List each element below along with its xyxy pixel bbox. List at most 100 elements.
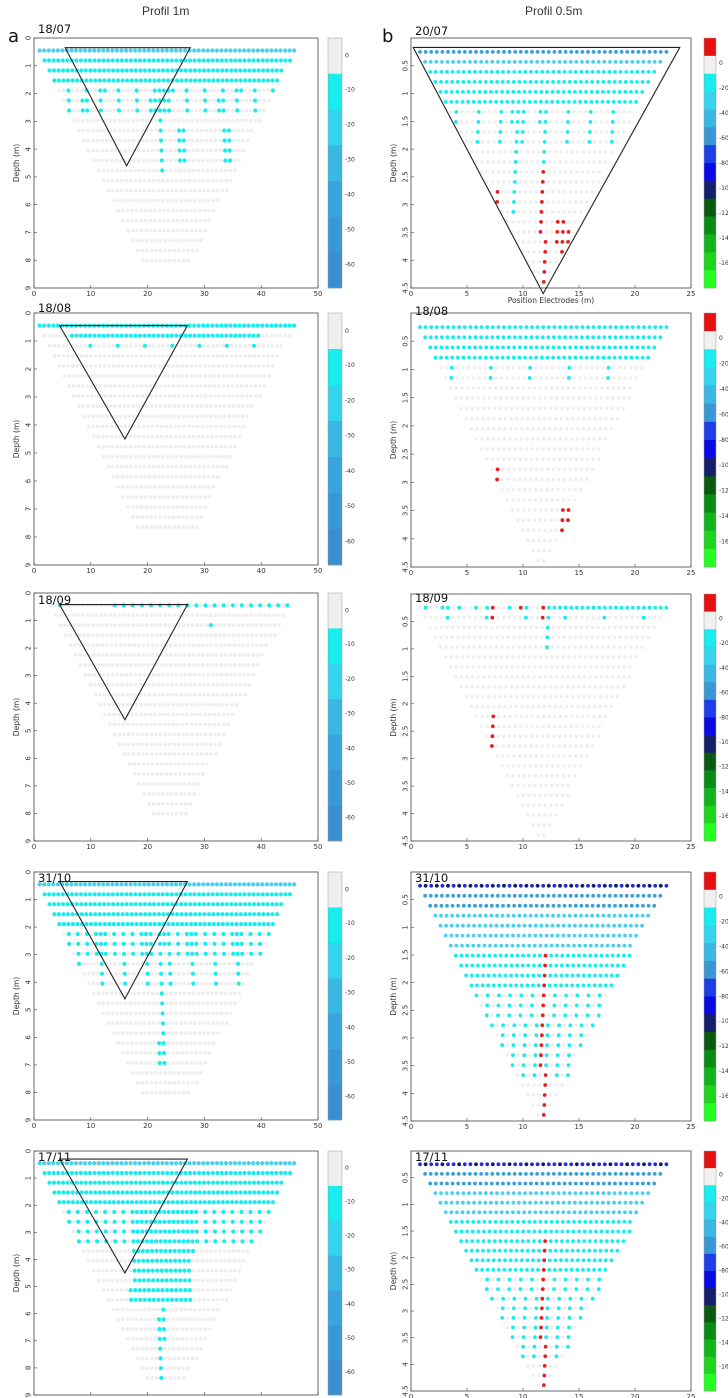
data-point: [105, 158, 110, 163]
data-point: [646, 70, 651, 74]
data-point: [199, 394, 204, 399]
data-point: [121, 1229, 127, 1234]
data-point: [124, 178, 129, 183]
data-point: [164, 991, 169, 996]
data-point: [165, 198, 170, 203]
data-point: [594, 396, 598, 400]
data-point: [243, 692, 248, 697]
data-point: [153, 712, 157, 717]
triangle-outline: [58, 881, 189, 1000]
data-point: [223, 148, 228, 153]
data-point: [222, 414, 227, 419]
data-point: [155, 434, 160, 439]
data-point: [113, 394, 117, 399]
data-point: [258, 951, 263, 956]
data-point: [274, 68, 279, 73]
data-point: [237, 1268, 241, 1273]
data-point: [186, 138, 191, 143]
data-point: [149, 961, 154, 966]
data-point: [221, 108, 226, 113]
data-point: [456, 70, 461, 74]
data-point: [79, 68, 84, 73]
data-point: [206, 1180, 211, 1185]
data-point: [183, 801, 188, 806]
data-point: [478, 355, 483, 360]
data-point: [117, 384, 121, 388]
data-point: [101, 1001, 105, 1006]
data-point: [151, 1161, 156, 1166]
data-point: [504, 130, 508, 134]
data-point: [138, 198, 143, 203]
data-point: [88, 902, 93, 907]
colorbar-label: -10: [345, 920, 355, 927]
data-point: [131, 138, 136, 143]
data-point: [233, 444, 237, 449]
data-point: [217, 108, 222, 113]
data-point: [98, 702, 102, 707]
data-point: [191, 1258, 196, 1263]
data-point: [503, 426, 507, 431]
data-point: [211, 1200, 216, 1205]
data-point: [276, 603, 281, 608]
data-point: [205, 981, 209, 986]
data-point: [498, 130, 503, 134]
data-point: [273, 1161, 279, 1166]
data-point: [539, 355, 544, 360]
data-point: [464, 130, 469, 134]
data-point: [110, 168, 115, 173]
data-point: [131, 238, 135, 243]
data-point: [200, 1268, 205, 1273]
data-point: [434, 335, 439, 340]
data-point: [186, 1366, 191, 1371]
data-point: [79, 353, 84, 358]
data-point: [423, 60, 427, 64]
data-point: [185, 384, 190, 388]
data-point: [206, 454, 210, 459]
data-point: [595, 100, 599, 104]
data-point: [577, 386, 582, 390]
data-point: [473, 60, 478, 64]
data-point: [170, 343, 175, 348]
data-point: [149, 1090, 154, 1095]
data-point: [57, 353, 61, 358]
data-point: [483, 90, 488, 94]
data-point: [190, 961, 195, 966]
data-point: [127, 762, 132, 766]
data-point: [125, 474, 129, 479]
data-point: [211, 88, 216, 93]
data-point: [125, 374, 130, 378]
data-point: [175, 88, 180, 93]
data-point: [130, 495, 135, 499]
data-point: [170, 702, 175, 707]
data-point: [51, 58, 56, 63]
data-point: [164, 772, 169, 776]
data-point: [127, 424, 132, 429]
data-point: [177, 1258, 182, 1263]
data-point: [172, 732, 176, 737]
data-point: [188, 682, 193, 687]
data-point: [211, 1307, 216, 1312]
colorbar-label: -10: [345, 641, 355, 648]
data-point: [233, 1278, 237, 1283]
data-point: [84, 912, 89, 917]
data-point: [189, 922, 194, 927]
data-point: [203, 1209, 208, 1215]
data-point: [207, 1200, 212, 1205]
data-point: [176, 613, 181, 618]
data-point: [49, 603, 53, 608]
data-point: [578, 210, 583, 214]
data-point: [215, 1190, 221, 1195]
data-point: [504, 406, 508, 411]
data-point: [144, 108, 149, 113]
data-point: [219, 1268, 223, 1273]
data-point: [108, 394, 113, 399]
data-point: [555, 386, 559, 390]
data-point: [530, 160, 535, 164]
data-point: [572, 220, 577, 224]
data-point: [181, 525, 186, 530]
data-point: [96, 48, 101, 53]
data-point: [172, 414, 177, 419]
colorbar-segment: [704, 198, 716, 217]
data-point: [129, 353, 134, 358]
data-point: [83, 68, 88, 73]
